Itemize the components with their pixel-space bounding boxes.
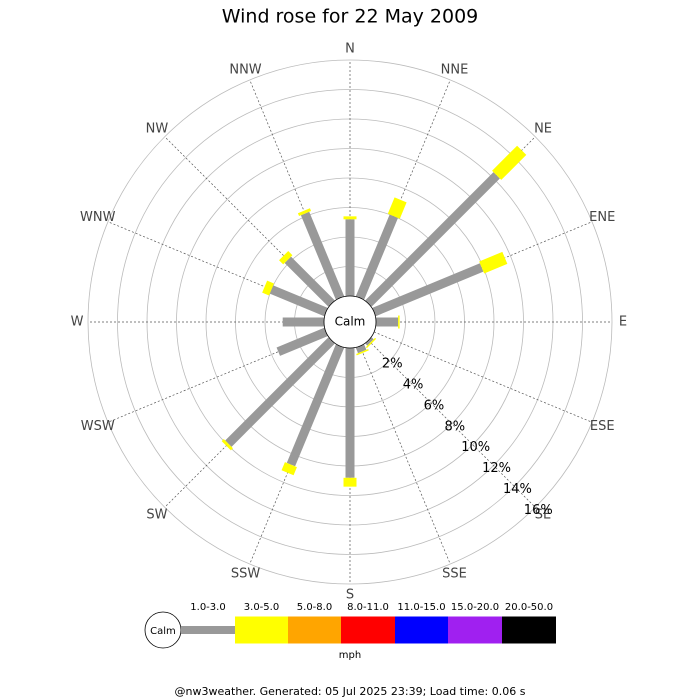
bar-segment	[225, 337, 335, 447]
direction-label: WNW	[80, 210, 116, 225]
ring-label: 4%	[403, 378, 424, 393]
ring-label: 12%	[482, 461, 511, 476]
spoke	[107, 331, 327, 423]
legend-swatch	[181, 626, 235, 634]
ring-label: 14%	[503, 482, 532, 497]
calm-circle	[323, 295, 377, 349]
direction-label: S	[346, 588, 354, 603]
legend-label: 3.0-5.0	[244, 602, 279, 613]
bar-segment	[365, 337, 377, 349]
direction-label: SSE	[442, 567, 467, 582]
legend-swatch	[288, 616, 341, 644]
bar-segment	[300, 211, 345, 300]
bar-segment	[279, 251, 293, 265]
spoke	[373, 331, 593, 423]
bar-segment	[479, 251, 508, 274]
legend-label: 11.0-15.0	[397, 602, 445, 613]
ring	[176, 148, 524, 496]
bar-segment	[281, 462, 297, 476]
direction-label: NNE	[441, 62, 469, 77]
chart-title: Wind rose for 22 May 2009	[222, 6, 479, 28]
direction-label: ESE	[590, 419, 615, 434]
spoke	[249, 79, 341, 299]
direction-label: NE	[534, 121, 552, 136]
bar-segment	[284, 256, 335, 307]
spoke	[359, 345, 451, 565]
unit-label: mph	[339, 650, 361, 661]
ring	[117, 89, 583, 555]
ring-label: 8%	[445, 419, 466, 434]
bar-segment	[276, 327, 328, 356]
calm-label: Calm	[335, 315, 366, 329]
direction-label: SE	[535, 508, 551, 523]
spoke	[164, 136, 332, 304]
legend-swatch	[341, 616, 395, 644]
bar-segment	[221, 439, 233, 451]
footer: @nw3weather. Generated: 05 Jul 2025 23:3…	[175, 685, 526, 698]
bar-segment	[355, 344, 367, 354]
direction-label: NW	[146, 121, 169, 136]
bar-segment	[365, 337, 374, 346]
legend-label: 20.0-50.0	[505, 602, 553, 613]
ring-label: 6%	[424, 398, 445, 413]
spoke	[107, 221, 327, 313]
legend-swatch	[502, 616, 556, 644]
bar-segment	[387, 197, 407, 219]
ring-label: 2%	[382, 357, 403, 372]
direction-label: WSW	[81, 419, 115, 434]
direction-label: SSW	[231, 567, 261, 582]
ring-label: 10%	[461, 440, 490, 455]
bar-segment	[356, 348, 369, 356]
direction-label: SW	[146, 508, 167, 523]
bar-segment	[286, 344, 345, 467]
bar-segment	[365, 172, 500, 307]
direction-label: W	[71, 315, 84, 330]
direction-label: N	[345, 42, 355, 57]
spoke	[359, 79, 451, 299]
bar-segment	[492, 145, 527, 180]
bar-segment	[372, 263, 484, 317]
legend-swatch	[235, 616, 288, 644]
spoke	[368, 340, 536, 508]
bar-segment	[262, 280, 274, 296]
legend-label: 1.0-3.0	[190, 602, 225, 613]
legend-swatch	[395, 616, 448, 644]
legend-label: 5.0-8.0	[297, 602, 332, 613]
legend-calm-label: Calm	[150, 626, 176, 637]
bar-segment	[297, 208, 312, 216]
ring	[87, 59, 613, 585]
legend-swatch	[448, 616, 502, 644]
bar-segment	[269, 285, 328, 317]
legend-label: 15.0-20.0	[451, 602, 499, 613]
direction-label: ENE	[589, 210, 615, 225]
bar-segment	[355, 214, 398, 300]
direction-label: E	[619, 315, 627, 330]
ring-label: 16%	[524, 503, 553, 518]
direction-label: NNW	[229, 62, 261, 77]
legend-label: 8.0-11.0	[347, 602, 389, 613]
